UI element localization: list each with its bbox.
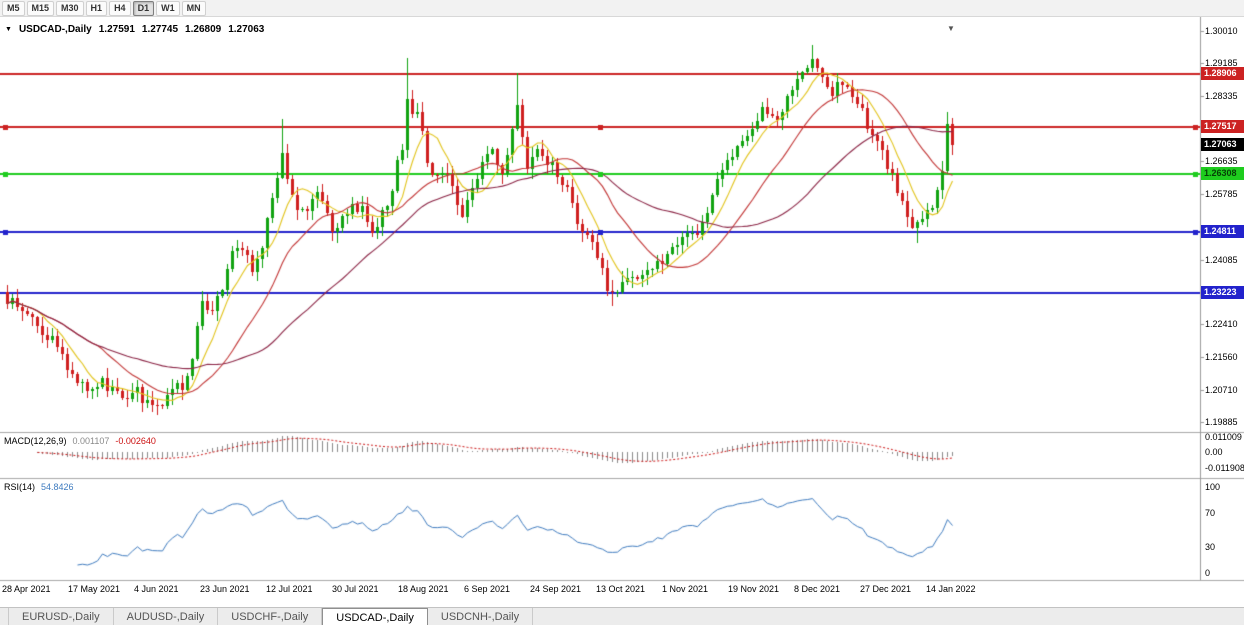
- symbol-tab-usdchf[interactable]: USDCHF-,Daily: [218, 608, 323, 625]
- chart-open-value: 1.27591: [98, 24, 135, 35]
- timeframe-button-mn[interactable]: MN: [181, 0, 206, 16]
- macd-signal-value: -0.002640: [115, 436, 156, 446]
- symbol-tabbar: EURUSD-,Daily AUDUSD-,Daily USDCHF-,Daily U…: [0, 607, 1244, 625]
- quick-trade-arrow-icon[interactable]: ▼: [5, 26, 12, 33]
- chart-symbol-label: USDCAD-,Daily: [18, 24, 92, 35]
- symbol-tab-usdcad[interactable]: USDCAD-,Daily: [322, 608, 428, 625]
- rsi-value: 54.8426: [41, 482, 74, 492]
- timeframe-button-w1[interactable]: W1: [156, 0, 180, 16]
- chart-shift-marker-icon[interactable]: ▼: [947, 24, 955, 33]
- chart-area: 1.30010 1.29185 1.28335 1.26635 1.25785 1.240…: [0, 17, 1244, 607]
- timeframe-button-d1[interactable]: D1: [132, 0, 155, 16]
- chart-close-value: 1.27063: [228, 24, 265, 35]
- chart-ohlc-header: ▼ USDCAD-,Daily 1.27591 1.27745 1.26809 …: [5, 24, 264, 35]
- symbol-tab-audusd[interactable]: AUDUSD-,Daily: [114, 608, 219, 625]
- timeframe-button-m15[interactable]: M15: [26, 0, 55, 16]
- chart-high-value: 1.27745: [141, 24, 179, 35]
- timeframe-button-m5[interactable]: M5: [2, 0, 25, 16]
- timeframe-button-m30[interactable]: M30: [56, 0, 84, 16]
- macd-indicator-label: MACD(12,26,9) 0.001107 -0.002640: [4, 436, 156, 447]
- macd-name: MACD(12,26,9): [4, 436, 67, 446]
- timeframe-button-h1[interactable]: H1: [85, 0, 108, 16]
- timeframe-button-h4[interactable]: H4: [109, 0, 131, 16]
- chart-low-value: 1.26809: [185, 24, 222, 35]
- price-chart-canvas[interactable]: [0, 17, 1244, 607]
- timeframe-toolbar: M5 M15 M30 H1 H4 D1 W1 MN: [0, 0, 1244, 17]
- macd-main-value: 0.001107: [72, 436, 110, 446]
- rsi-indicator-label: RSI(14) 54.8426: [4, 482, 74, 493]
- rsi-name: RSI(14): [4, 482, 36, 492]
- symbol-tab-usdcnh[interactable]: USDCNH-,Daily: [428, 608, 534, 625]
- symbol-tab-eurusd[interactable]: EURUSD-,Daily: [8, 608, 114, 625]
